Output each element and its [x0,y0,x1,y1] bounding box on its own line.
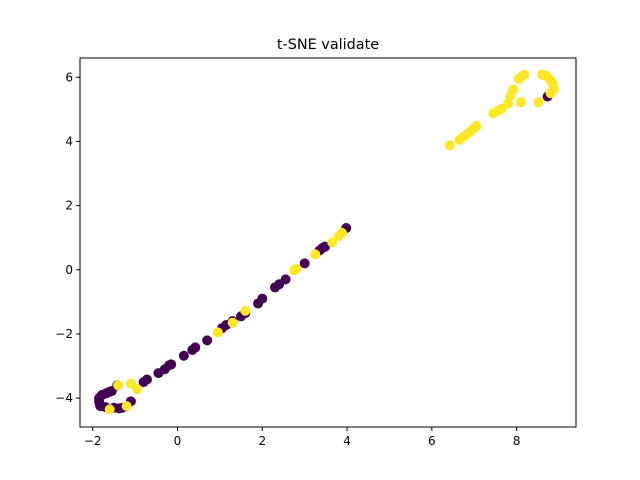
scatter-point-s1-14 [444,140,455,151]
scatter-point-s1-1 [113,380,124,391]
scatter-point-s1-20 [471,121,482,132]
y-tick-label: 2 [65,199,73,213]
y-axis: −4 −2 0 2 4 6 [55,70,80,405]
scatter-point-s1-38 [545,88,556,99]
y-tick-label: 6 [65,70,73,84]
x-tick-label: 6 [428,434,436,448]
x-tick-label: 4 [343,434,351,448]
scatter-point-s1-6 [227,317,238,328]
y-tick-label: 0 [65,263,73,277]
scatter-point-s1-4 [132,384,143,395]
scatter-point-s1-31 [533,97,544,108]
y-tick-label: −4 [55,391,73,405]
x-tick-label: −2 [84,434,102,448]
scatter-point-s1-11 [327,237,338,248]
scatter-point-s0-22 [190,342,201,353]
scatter-point-s1-30 [515,97,526,108]
scatter-point-s0-33 [280,274,291,285]
x-tick-label: 8 [513,434,521,448]
y-tick-label: −2 [55,327,73,341]
x-tick-label: 2 [258,434,266,448]
scatter-point-s1-13 [336,227,347,238]
plot-frame [79,57,577,428]
scatter-point-s1-29 [519,69,530,80]
scatter-point-s1-24 [503,98,514,109]
scatter-point-s1-26 [508,84,519,95]
scatter-point-s0-15 [141,374,152,385]
points-layer [94,69,559,415]
scatter-point-s1-9 [291,264,302,275]
scatter-point-s0-19 [166,359,177,370]
x-axis: −2 0 2 4 6 8 [84,427,521,448]
y-tick-label: 4 [65,134,73,148]
scatter-point-s1-10 [310,249,321,260]
scatter-point-s1-2 [121,401,132,412]
chart-title: t-SNE validate [277,37,379,53]
scatter-point-s0-23 [202,335,213,346]
x-tick-label: 0 [174,434,182,448]
scatter-point-s1-5 [212,327,223,338]
scatter-point-s1-7 [240,305,251,316]
scatter-point-s1-0 [104,404,115,415]
scatter-point-s0-34 [299,258,310,269]
scatter-point-s0-30 [257,293,268,304]
scatter-point-s0-20 [178,350,189,361]
